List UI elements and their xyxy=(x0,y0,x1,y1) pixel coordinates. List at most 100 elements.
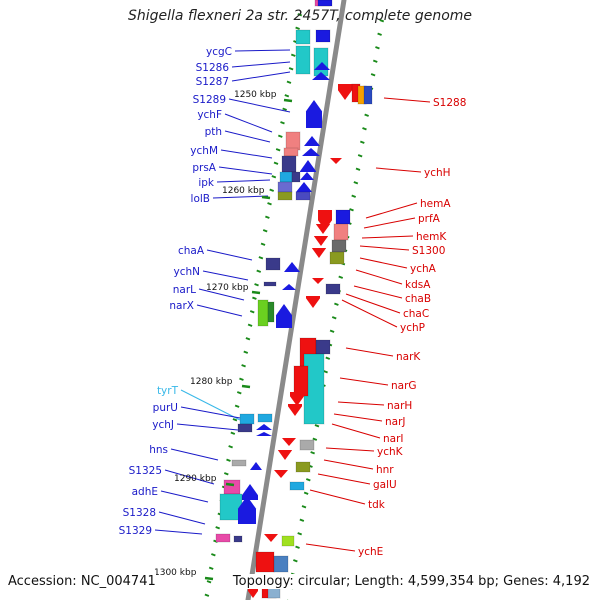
gene-block xyxy=(331,239,347,253)
gene-connector xyxy=(333,413,383,422)
tick-dash xyxy=(331,316,337,320)
tick-dash xyxy=(370,73,376,77)
gene-block xyxy=(325,283,341,295)
forward-gene-arrow xyxy=(238,496,256,524)
forward-gene-arrow xyxy=(256,432,272,436)
tick-dash xyxy=(275,148,281,152)
gene-connector xyxy=(164,469,215,485)
tick-dash xyxy=(230,431,236,435)
tick-dash xyxy=(239,377,244,381)
gene-block xyxy=(289,481,305,491)
gene-block xyxy=(273,555,289,573)
gene-block xyxy=(299,439,315,451)
gene-connector xyxy=(216,179,271,183)
forward-gene-arrow xyxy=(282,284,296,290)
scale-tick-label: 1270 kbp xyxy=(206,283,249,293)
gene-block xyxy=(293,365,309,397)
tick-dash xyxy=(351,194,357,198)
gene-label-ychP: ychP xyxy=(400,322,425,334)
reverse-gene-arrow xyxy=(278,450,292,460)
reverse-gene-arrow xyxy=(330,158,342,164)
tick-dash xyxy=(234,404,240,408)
gene-connector xyxy=(176,423,239,431)
gene-label-ychK: ychK xyxy=(377,446,404,458)
gene-label-purU: purU xyxy=(153,402,178,414)
tick-dash xyxy=(372,59,378,63)
scale-tick-mark xyxy=(261,195,271,200)
gene-connector xyxy=(345,347,394,357)
gene-label-ychN: ychN xyxy=(174,266,201,278)
forward-gene-arrow xyxy=(302,148,320,156)
gene-label-hns: hns xyxy=(149,444,168,456)
reverse-gene-arrow xyxy=(288,404,302,416)
tick-dash xyxy=(223,472,229,476)
gene-block xyxy=(295,45,311,75)
gene-connector xyxy=(198,288,245,301)
gene-connector xyxy=(224,113,273,133)
tick-dash xyxy=(293,559,298,563)
scale-tick-mark xyxy=(241,384,251,389)
gene-connector xyxy=(325,447,375,452)
gene-label-galU: galU xyxy=(373,479,397,491)
gene-connector xyxy=(383,97,431,103)
gene-connector xyxy=(228,98,291,113)
gene-label-ychJ: ychJ xyxy=(152,419,174,431)
gene-label-ychF: ychF xyxy=(197,109,222,121)
tick-dash xyxy=(252,296,257,300)
gene-connector xyxy=(180,406,241,419)
tick-dash xyxy=(258,256,264,260)
gene-block xyxy=(237,423,253,433)
gene-block xyxy=(255,551,275,573)
reverse-gene-arrow xyxy=(312,278,324,284)
gene-connector xyxy=(331,423,381,439)
forward-gene-arrow xyxy=(276,304,292,328)
tick-dash xyxy=(254,283,259,287)
gene-connector xyxy=(220,149,273,159)
gene-label-chaA: chaA xyxy=(178,245,205,257)
tick-dash xyxy=(256,269,262,273)
reverse-gene-arrow xyxy=(316,224,330,234)
gene-connector xyxy=(359,245,410,251)
gene-connector xyxy=(231,71,291,82)
backbone-line xyxy=(245,0,347,600)
gene-block xyxy=(257,299,269,327)
gene-block xyxy=(363,85,373,105)
gene-block xyxy=(233,535,243,543)
forward-gene-arrow xyxy=(296,182,312,192)
tick-dash xyxy=(236,391,242,395)
forward-gene-arrow xyxy=(256,424,272,430)
gene-connector xyxy=(341,299,398,328)
gene-block xyxy=(333,223,349,241)
scale-tick-label: 1260 kbp xyxy=(222,186,265,196)
tick-dash xyxy=(295,545,300,549)
tick-dash xyxy=(295,26,300,30)
reverse-gene-arrow xyxy=(282,438,296,446)
gene-connector xyxy=(234,49,291,52)
tick-dash xyxy=(262,229,268,233)
gene-label-adhE: adhE xyxy=(132,486,158,498)
tick-dash xyxy=(329,329,335,333)
gene-block xyxy=(215,533,231,543)
gene-label-chaB: chaB xyxy=(405,293,431,305)
gene-connector xyxy=(158,511,206,525)
gene-block xyxy=(335,209,351,225)
gene-label-ychM: ychM xyxy=(190,145,218,157)
scale-ticks: 1250 kbp 1260 kbp 1270 kbp 1280 kbp 1290 kbp… xyxy=(154,90,293,581)
forward-gene-arrow xyxy=(242,484,258,500)
gene-block xyxy=(283,147,299,157)
tick-dash xyxy=(377,32,382,36)
tick-dash xyxy=(379,19,385,23)
gene-label-tdk: tdk xyxy=(368,499,386,511)
gene-connector xyxy=(375,167,422,173)
gene-label-ycgC: ycgC xyxy=(206,46,232,58)
forward-gene-arrow xyxy=(312,72,330,80)
gene-connector xyxy=(365,202,418,219)
gene-block xyxy=(277,181,293,193)
tick-dash xyxy=(232,418,238,422)
gene-block xyxy=(265,257,281,271)
gene-connector xyxy=(180,389,241,421)
tick-dash xyxy=(299,518,305,522)
tick-dash xyxy=(245,337,251,341)
gene-connector xyxy=(361,235,414,239)
